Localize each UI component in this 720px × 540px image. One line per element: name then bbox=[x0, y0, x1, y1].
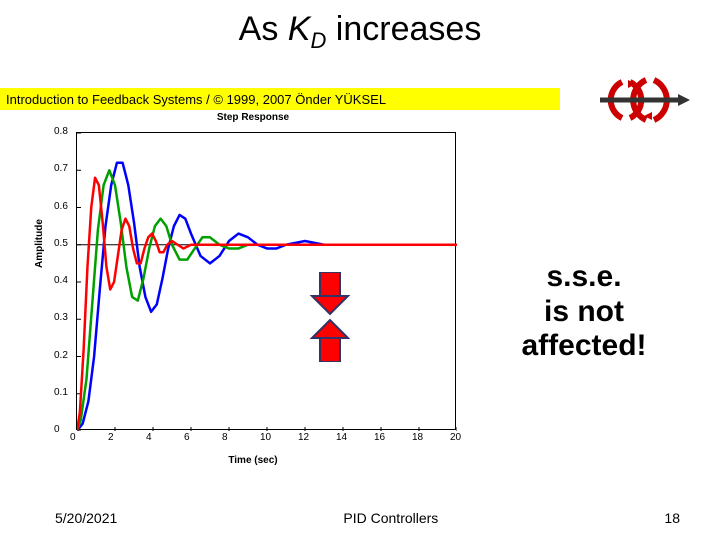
x-tick: 14 bbox=[336, 432, 347, 443]
x-tick: 12 bbox=[298, 432, 309, 443]
banner-text: Introduction to Feedback Systems / © 199… bbox=[6, 92, 386, 107]
x-tick: 16 bbox=[374, 432, 385, 443]
x-tick: 8 bbox=[222, 432, 228, 443]
y-tick: 0.5 bbox=[54, 238, 68, 249]
y-tick: 0.8 bbox=[54, 126, 68, 137]
copyright-banner: Introduction to Feedback Systems / © 199… bbox=[0, 88, 560, 110]
x-tick: 6 bbox=[184, 432, 190, 443]
x-tick: 18 bbox=[412, 432, 423, 443]
y-axis-label: Amplitude bbox=[34, 219, 45, 268]
title-sub: D bbox=[310, 28, 326, 53]
chart-title: Step Response bbox=[38, 112, 468, 123]
callout-line-2: is not bbox=[484, 295, 684, 330]
footer-page: 18 bbox=[664, 510, 680, 526]
y-tick: 0.2 bbox=[54, 350, 68, 361]
x-tick: 2 bbox=[108, 432, 114, 443]
chart-axes bbox=[76, 132, 456, 430]
y-tick: 0.3 bbox=[54, 312, 68, 323]
callout-line-3: affected! bbox=[484, 329, 684, 364]
chart-canvas bbox=[77, 133, 457, 431]
y-tick: 0 bbox=[54, 424, 60, 435]
feedback-logo-icon bbox=[600, 70, 690, 130]
slide-footer: 5/20/2021 PID Controllers 18 bbox=[0, 510, 720, 526]
slide-title: As KD increases bbox=[0, 10, 720, 54]
x-tick: 20 bbox=[450, 432, 461, 443]
slide: As KD increases Introduction to Feedback… bbox=[0, 0, 720, 540]
title-prefix: As bbox=[239, 10, 288, 48]
step-response-chart: Step Response Amplitude Time (sec) 02468… bbox=[38, 118, 468, 468]
footer-date: 5/20/2021 bbox=[55, 510, 117, 526]
title-suffix: increases bbox=[326, 10, 481, 48]
x-tick: 0 bbox=[70, 432, 76, 443]
y-tick: 0.1 bbox=[54, 387, 68, 398]
y-tick: 0.7 bbox=[54, 163, 68, 174]
x-tick: 10 bbox=[260, 432, 271, 443]
callout-line-1: s.s.e. bbox=[484, 260, 684, 295]
title-var: K bbox=[288, 10, 311, 48]
footer-title: PID Controllers bbox=[343, 510, 438, 526]
x-axis-label: Time (sec) bbox=[38, 455, 468, 466]
y-tick: 0.6 bbox=[54, 201, 68, 212]
y-tick: 0.4 bbox=[54, 275, 68, 286]
callout-text: s.s.e. is not affected! bbox=[484, 260, 684, 364]
x-tick: 4 bbox=[146, 432, 152, 443]
convergence-arrows-icon bbox=[300, 272, 360, 362]
